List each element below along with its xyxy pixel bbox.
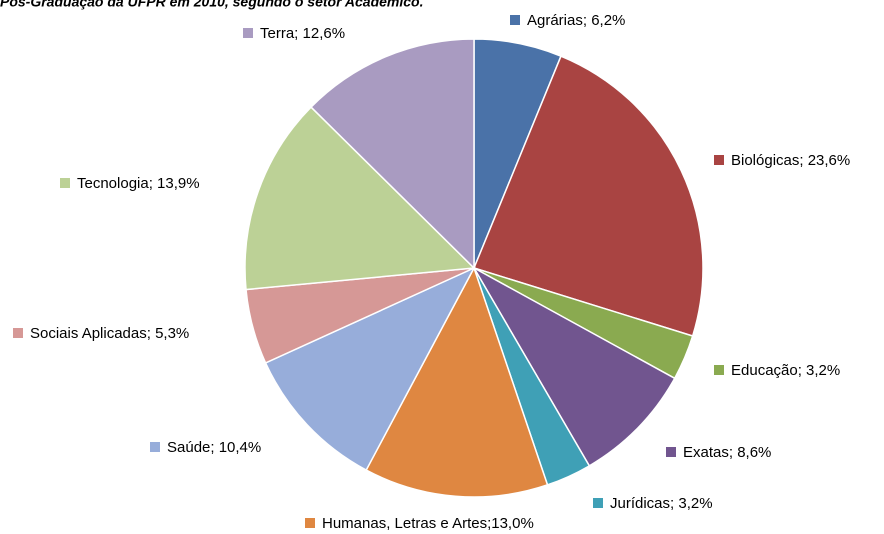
pie-slice bbox=[365, 266, 549, 498]
slice-label: Exatas; 8,6% bbox=[683, 444, 771, 461]
legend-marker bbox=[305, 518, 315, 528]
pie-slice bbox=[244, 106, 476, 291]
slice-label: Saúde; 10,4% bbox=[167, 439, 261, 456]
legend-marker bbox=[13, 328, 23, 338]
slice-label: Jurídicas; 3,2% bbox=[610, 495, 713, 512]
legend-marker bbox=[593, 498, 603, 508]
slice-label: Biológicas; 23,6% bbox=[731, 152, 850, 169]
slice-label: Agrárias; 6,2% bbox=[527, 12, 625, 29]
legend-marker bbox=[714, 155, 724, 165]
legend-marker bbox=[60, 178, 70, 188]
pie-slice bbox=[264, 266, 476, 472]
pie-slice bbox=[472, 55, 704, 337]
chart-title: Pós-Graduação da UFPR em 2010, segundo o… bbox=[0, 0, 424, 10]
slice-label: Humanas, Letras e Artes;13,0% bbox=[322, 515, 534, 532]
legend-marker bbox=[243, 28, 253, 38]
slice-label: Terra; 12,6% bbox=[260, 25, 345, 42]
legend-marker bbox=[510, 15, 520, 25]
slice-label: Educação; 3,2% bbox=[731, 362, 840, 379]
legend-marker bbox=[666, 447, 676, 457]
legend-marker bbox=[714, 365, 724, 375]
legend-marker bbox=[150, 442, 160, 452]
slice-label: Sociais Aplicadas; 5,3% bbox=[30, 325, 189, 342]
pie-slice bbox=[471, 266, 676, 467]
pie-slice bbox=[309, 38, 475, 270]
slice-label: Tecnologia; 13,9% bbox=[77, 175, 200, 192]
